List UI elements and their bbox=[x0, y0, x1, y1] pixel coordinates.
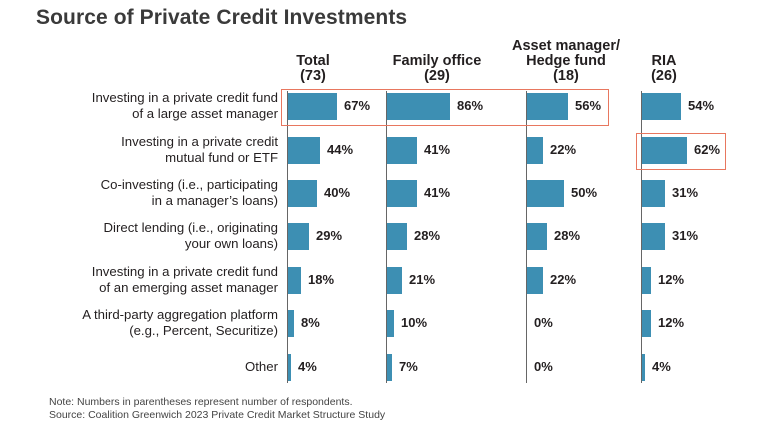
column-header-0: Total (73) bbox=[228, 54, 398, 84]
bar bbox=[527, 222, 547, 250]
category-label-line: Investing in a private credit bbox=[121, 134, 278, 149]
category-label: Direct lending (i.e., originating your ow… bbox=[104, 220, 278, 252]
category-label-line: Co-investing (i.e., participating bbox=[100, 177, 278, 192]
value-label: 18% bbox=[308, 272, 335, 287]
bar bbox=[288, 266, 301, 294]
value-label: 28% bbox=[414, 228, 441, 243]
value-label: 40% bbox=[324, 185, 351, 200]
value-label: 31% bbox=[672, 228, 699, 243]
column-header-3: RIA (26) bbox=[579, 54, 749, 84]
category-label-line: A third-party aggregation platform bbox=[82, 307, 278, 322]
value-label: 86% bbox=[457, 98, 484, 113]
value-label: 0% bbox=[534, 359, 553, 374]
column-header-line: (18) bbox=[553, 68, 579, 84]
value-label: 31% bbox=[672, 185, 699, 200]
category-label: Investing in a private credit mutual fund… bbox=[121, 134, 278, 166]
value-label: 4% bbox=[298, 359, 317, 374]
bar bbox=[642, 266, 651, 294]
bar bbox=[288, 136, 320, 164]
category-label: Investing in a private credit fund of a l… bbox=[92, 90, 278, 122]
value-label: 54% bbox=[688, 98, 715, 113]
value-label: 7% bbox=[399, 359, 418, 374]
chart-title: Source of Private Credit Investments bbox=[36, 6, 408, 29]
bar bbox=[387, 92, 450, 120]
bar bbox=[642, 222, 665, 250]
highlight-box bbox=[636, 133, 726, 170]
column-header-line: Family office bbox=[392, 53, 482, 69]
bar bbox=[642, 92, 681, 120]
axis-line-1 bbox=[386, 91, 387, 383]
category-label: A third-party aggregation platform (e.g.,… bbox=[82, 307, 278, 339]
column-header-line: (73) bbox=[300, 68, 326, 84]
value-label: 0% bbox=[534, 315, 553, 330]
bar bbox=[387, 179, 417, 207]
category-label-line: of an emerging asset manager bbox=[99, 280, 278, 295]
bar bbox=[288, 92, 337, 120]
bar bbox=[642, 136, 687, 164]
category-label-line: mutual fund or ETF bbox=[165, 150, 278, 165]
value-label: 67% bbox=[344, 98, 371, 113]
category-label-line: of a large asset manager bbox=[132, 106, 278, 121]
footnote-note: Note: Numbers in parentheses represent n… bbox=[49, 396, 353, 408]
bar bbox=[387, 353, 392, 381]
column-header-2: Asset manager/Hedge fund (18) bbox=[481, 39, 651, 84]
category-label-line: your own loans) bbox=[184, 236, 278, 251]
category-label: Other bbox=[245, 359, 278, 375]
value-label: 10% bbox=[401, 315, 428, 330]
footnote-source: Source: Coalition Greenwich 2023 Private… bbox=[49, 409, 386, 421]
column-header-line: (29) bbox=[424, 68, 450, 84]
category-label: Investing in a private credit fund of an … bbox=[92, 264, 278, 296]
value-label: 12% bbox=[658, 315, 685, 330]
column-header-line: Asset manager/ bbox=[512, 38, 620, 54]
value-label: 4% bbox=[652, 359, 671, 374]
value-label: 62% bbox=[694, 142, 721, 157]
axis-line-0 bbox=[287, 91, 288, 383]
column-header-line: Total bbox=[296, 53, 330, 69]
value-label: 8% bbox=[301, 315, 320, 330]
value-label: 44% bbox=[327, 142, 354, 157]
value-label: 22% bbox=[550, 272, 577, 287]
bar bbox=[387, 136, 417, 164]
bar bbox=[642, 309, 651, 337]
value-label: 29% bbox=[316, 228, 343, 243]
category-label-line: Direct lending (i.e., originating bbox=[103, 220, 278, 235]
bar bbox=[642, 179, 665, 207]
value-label: 22% bbox=[550, 142, 577, 157]
bar bbox=[527, 266, 543, 294]
bar bbox=[288, 179, 317, 207]
bar bbox=[527, 179, 564, 207]
value-label: 21% bbox=[409, 272, 436, 287]
bar bbox=[527, 92, 568, 120]
bar bbox=[527, 136, 543, 164]
bar bbox=[288, 353, 291, 381]
value-label: 12% bbox=[658, 272, 685, 287]
value-label: 41% bbox=[424, 185, 451, 200]
axis-line-2 bbox=[526, 91, 527, 383]
bar bbox=[288, 222, 309, 250]
column-header-1: Family office (29) bbox=[352, 54, 522, 84]
column-header-line: Hedge fund bbox=[526, 53, 606, 69]
value-label: 50% bbox=[571, 185, 598, 200]
category-label-line: Investing in a private credit fund bbox=[91, 264, 278, 279]
bar bbox=[387, 266, 402, 294]
category-label-line: Investing in a private credit fund bbox=[91, 90, 278, 105]
category-label: Co-investing (i.e., participating in a ma… bbox=[101, 177, 278, 209]
column-header-line: (26) bbox=[651, 68, 677, 84]
value-label: 28% bbox=[554, 228, 581, 243]
highlight-box bbox=[281, 89, 609, 126]
axis-line-3 bbox=[641, 91, 642, 383]
bar bbox=[288, 309, 294, 337]
value-label: 41% bbox=[424, 142, 451, 157]
bar bbox=[387, 222, 407, 250]
category-label-line: in a manager’s loans) bbox=[151, 193, 278, 208]
category-label-line: (e.g., Percent, Securitize) bbox=[129, 323, 278, 338]
bar bbox=[387, 309, 394, 337]
bar bbox=[642, 353, 645, 381]
category-label-line: Other bbox=[245, 359, 278, 374]
value-label: 56% bbox=[575, 98, 602, 113]
column-header-line: RIA bbox=[651, 53, 677, 69]
